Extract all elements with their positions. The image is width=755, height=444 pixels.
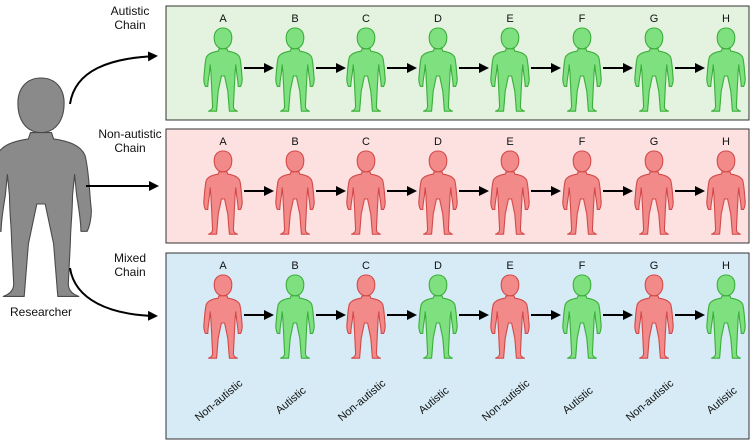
figure-letter-2-7: H <box>722 260 730 272</box>
figure-letter-1-4: E <box>506 136 513 148</box>
figure-letter-2-3: D <box>434 260 442 272</box>
nonautistic-person-icon-2-4 <box>490 274 530 359</box>
chain-title-2-line-1: Chain <box>114 265 145 279</box>
nonautistic-person-icon-1-0 <box>203 150 243 235</box>
chain-title-1-line-1: Chain <box>114 141 145 155</box>
nonautistic-person-icon-1-1 <box>275 150 315 235</box>
autistic-person-icon-0-7 <box>706 27 746 112</box>
figure-letter-0-0: A <box>219 13 227 25</box>
autistic-person-icon-0-2 <box>346 27 386 112</box>
figure-letter-2-6: G <box>650 260 659 272</box>
chain-title-2-line-0: Mixed <box>114 251 146 265</box>
nonautistic-person-icon-1-4 <box>490 150 530 235</box>
figure-letter-0-7: H <box>722 13 730 25</box>
autistic-person-icon-0-5 <box>562 27 602 112</box>
figure-letter-0-3: D <box>434 13 442 25</box>
nonautistic-person-icon-1-7 <box>706 150 746 235</box>
figure-letter-2-4: E <box>506 260 513 272</box>
autistic-person-icon-0-3 <box>418 27 458 112</box>
figure-letter-1-2: C <box>362 136 370 148</box>
nonautistic-person-icon-2-2 <box>346 274 386 359</box>
autistic-person-icon-0-6 <box>634 27 674 112</box>
figure-letter-1-6: G <box>650 136 659 148</box>
researcher-person-icon <box>0 77 92 297</box>
autistic-person-icon-2-1 <box>275 274 315 359</box>
autistic-person-icon-0-1 <box>275 27 315 112</box>
autistic-person-icon-0-4 <box>490 27 530 112</box>
autistic-person-icon-2-5 <box>562 274 602 359</box>
chain-title-0-line-0: Autistic <box>111 4 150 18</box>
figure-letter-0-5: F <box>579 13 586 25</box>
figure-letter-1-0: A <box>219 136 227 148</box>
figure-letter-2-0: A <box>219 260 227 272</box>
chain-title-1-line-0: Non-autistic <box>98 127 161 141</box>
nonautistic-person-icon-1-3 <box>418 150 458 235</box>
figure-letter-0-1: B <box>291 13 298 25</box>
nonautistic-person-icon-1-2 <box>346 150 386 235</box>
figure-letter-2-2: C <box>362 260 370 272</box>
figure-letter-0-4: E <box>506 13 513 25</box>
nonautistic-person-icon-2-0 <box>203 274 243 359</box>
figure-letter-2-1: B <box>291 260 298 272</box>
figure-letter-1-7: H <box>722 136 730 148</box>
figure-letter-1-1: B <box>291 136 298 148</box>
figure-letter-1-5: F <box>579 136 586 148</box>
figure-letter-0-2: C <box>362 13 370 25</box>
figure-letter-0-6: G <box>650 13 659 25</box>
chain-title-0-line-1: Chain <box>114 18 145 32</box>
nonautistic-person-icon-2-6 <box>634 274 674 359</box>
figure-letter-1-3: D <box>434 136 442 148</box>
researcher-arrow-autistic <box>69 51 158 105</box>
researcher-arrow-mixed <box>69 267 158 321</box>
nonautistic-person-icon-1-6 <box>634 150 674 235</box>
autistic-person-icon-2-7 <box>706 274 746 359</box>
autistic-person-icon-2-3 <box>418 274 458 359</box>
autistic-person-icon-0-0 <box>203 27 243 112</box>
figure-letter-2-5: F <box>579 260 586 272</box>
researcher-label: Researcher <box>10 305 72 319</box>
nonautistic-person-icon-1-5 <box>562 150 602 235</box>
